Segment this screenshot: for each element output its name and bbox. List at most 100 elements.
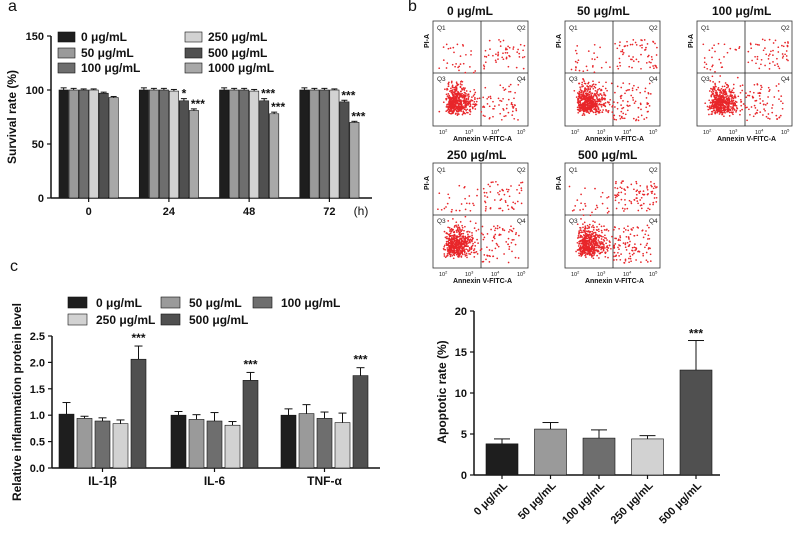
flow-event-dot (517, 119, 519, 121)
flow-event-dot (505, 47, 507, 50)
flow-event-dot (578, 242, 581, 245)
survival-bar (178, 100, 189, 199)
flow-event-dot (586, 93, 589, 96)
flow-event-dot (639, 91, 642, 94)
flow-event-dot (641, 39, 643, 42)
flow-event-dot (615, 180, 617, 183)
flow-event-dot (648, 226, 650, 229)
flow-event-dot (503, 193, 506, 196)
flow-event-dot (606, 250, 609, 252)
flow-event-dot (587, 87, 590, 90)
flow-event-dot (482, 114, 485, 117)
flow-event-dot (452, 250, 455, 252)
flow-event-dot (594, 208, 597, 211)
flow-quadrant-label: Q2 (649, 167, 658, 174)
flow-event-dot (472, 242, 474, 245)
flow-event-dot (460, 106, 462, 108)
apoptosis-y-tick-label: 15 (455, 347, 467, 359)
flow-event-dot (589, 110, 592, 113)
flow-event-dot (623, 210, 625, 212)
flow-event-dot (591, 66, 594, 68)
flow-event-dot (457, 224, 460, 226)
flow-event-dot (492, 255, 495, 258)
inflammation-bar (170, 414, 187, 469)
flow-event-dot (640, 108, 642, 111)
flow-event-dot (600, 225, 603, 228)
flow-event-dot (492, 236, 495, 239)
flow-event-dot (464, 95, 467, 98)
flow-event-dot (732, 83, 735, 86)
flow-event-dot (596, 56, 599, 59)
flow-quadrant-label: Q1 (569, 25, 578, 32)
inflammation-y-label: Relative inflammation protein level (10, 303, 24, 501)
flow-event-dot (598, 98, 601, 100)
flow-event-dot (585, 65, 588, 68)
flow-event-dot (586, 230, 589, 233)
flow-event-dot (582, 214, 585, 217)
flow-event-dot (480, 232, 483, 235)
apoptosis-y-label: Apoptotic rate (%) (435, 340, 449, 443)
flow-event-dot (762, 49, 765, 52)
flow-event-dot (488, 116, 491, 119)
flow-event-dot (711, 111, 714, 113)
flow-event-dot (594, 239, 596, 242)
flow-event-dot (450, 110, 453, 112)
flow-event-dot (611, 235, 613, 238)
inflammation-x-tick-label: IL-1β (88, 474, 117, 488)
flow-event-dot (580, 231, 583, 233)
flow-event-dot (608, 101, 610, 104)
flow-event-dot (768, 38, 771, 41)
flow-event-dot (448, 248, 451, 250)
flow-event-dot (457, 106, 460, 109)
flow-event-dot (578, 103, 581, 106)
flow-event-dot (587, 100, 589, 102)
flow-event-dot (614, 106, 616, 108)
flow-event-dot (484, 86, 487, 89)
flow-event-dot (724, 111, 726, 114)
flow-event-dot (507, 188, 510, 191)
flow-quadrant-label: Q3 (569, 76, 578, 83)
flow-dots (570, 39, 658, 122)
inflammation-bar (334, 422, 351, 469)
flow-event-dot (588, 97, 591, 100)
flow-event-dot (493, 199, 496, 201)
flow-event-dot (455, 237, 458, 240)
flow-event-dot (458, 233, 461, 236)
flow-event-dot (448, 235, 451, 238)
inflammation-x-tick-label: IL-6 (204, 474, 226, 488)
flow-event-dot (443, 207, 446, 210)
flow-event-dot (592, 220, 594, 223)
flow-event-dot (632, 60, 635, 62)
flow-event-dot (621, 48, 624, 51)
flow-event-dot (438, 192, 441, 195)
flow-event-dot (636, 234, 639, 237)
flow-event-dot (730, 106, 732, 108)
flow-event-dot (777, 65, 780, 68)
flow-event-dot (716, 109, 719, 112)
flow-event-dot (647, 192, 649, 195)
flow-event-dot (714, 94, 717, 97)
flow-event-dot (776, 63, 779, 65)
inflammation-significance: *** (131, 331, 145, 345)
flow-event-dot (458, 92, 461, 95)
flow-event-dot (606, 207, 609, 210)
flow-event-dot (508, 248, 511, 250)
flow-event-dot (648, 61, 651, 63)
flow-event-dot (460, 233, 462, 236)
flow-event-dot (486, 103, 489, 105)
flow-event-dot (740, 104, 743, 107)
flow-event-dot (628, 243, 631, 246)
flow-event-dot (518, 184, 521, 187)
flow-event-dot (465, 53, 467, 56)
flow-y-axis-label: PI-A (688, 34, 695, 48)
flow-event-dot (630, 228, 633, 230)
inflammation-legend-label: 250 μg/mL (96, 313, 155, 327)
flow-event-dot (446, 247, 449, 249)
flow-event-dot (616, 85, 619, 88)
flow-event-dot (606, 228, 608, 231)
flow-event-dot (515, 108, 517, 110)
flow-event-dot (583, 101, 585, 104)
inflammation-bar (130, 358, 147, 469)
flow-event-dot (582, 85, 584, 87)
flow-event-dot (583, 252, 586, 254)
